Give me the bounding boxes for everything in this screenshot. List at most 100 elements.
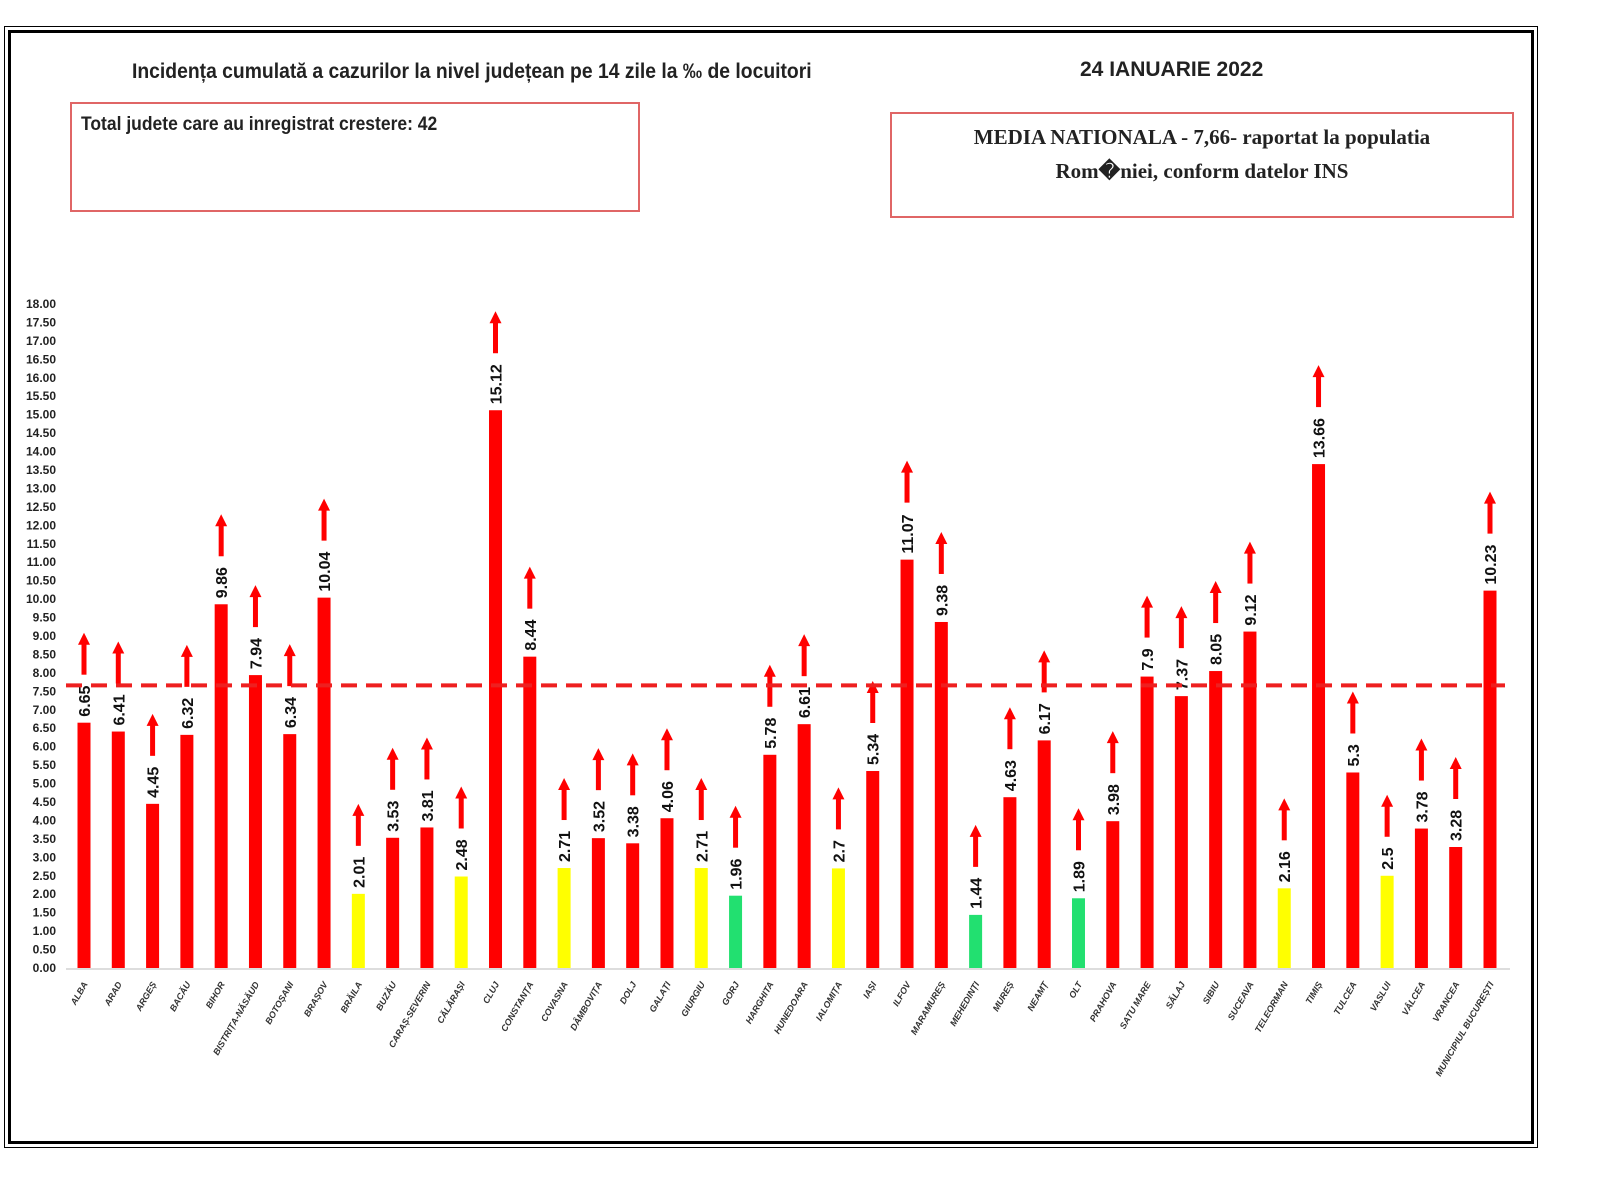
value-label: 5.3 bbox=[1346, 744, 1363, 766]
national-average-box: MEDIA NATIONALA - 7,66- raportat la popu… bbox=[890, 112, 1514, 218]
y-tick-label: 8.00 bbox=[33, 666, 57, 680]
value-label: 7.9 bbox=[1140, 648, 1157, 670]
x-tick-label: ARAD bbox=[102, 980, 124, 1009]
y-tick-label: 9.50 bbox=[33, 611, 57, 625]
bar bbox=[1449, 847, 1463, 968]
x-tick-label: ARGEȘ bbox=[133, 980, 158, 1014]
y-tick-label: 12.00 bbox=[26, 518, 56, 532]
y-tick-label: 15.50 bbox=[26, 389, 56, 403]
trend-up-arrow-icon bbox=[1381, 794, 1394, 807]
bar bbox=[283, 734, 297, 968]
x-tick-label: CĂLĂRAȘI bbox=[434, 979, 467, 1025]
x-tick-label: DÂMBOVIȚA bbox=[567, 980, 604, 1033]
value-label: 9.38 bbox=[934, 585, 951, 616]
value-label: 4.45 bbox=[146, 767, 163, 798]
trend-up-arrow-icon bbox=[215, 514, 228, 527]
trend-up-arrow-icon bbox=[112, 641, 125, 654]
x-tick-label: VRANCEA bbox=[1431, 980, 1462, 1024]
bar bbox=[1277, 888, 1291, 968]
x-tick-label: GALAȚI bbox=[647, 980, 673, 1014]
bar bbox=[729, 895, 743, 968]
bar bbox=[1209, 671, 1223, 968]
value-label: 8.44 bbox=[523, 619, 540, 650]
bar bbox=[1243, 631, 1257, 968]
y-tick-label: 7.50 bbox=[33, 684, 57, 698]
value-label: 2.01 bbox=[351, 857, 368, 888]
x-tick-label: SUCEAVA bbox=[1226, 980, 1256, 1022]
bar bbox=[1346, 772, 1360, 968]
x-tick-label: VASLUI bbox=[1368, 980, 1393, 1013]
bar bbox=[317, 597, 331, 968]
trend-up-arrow-icon bbox=[1449, 757, 1462, 770]
bar bbox=[1071, 898, 1085, 968]
trend-up-arrow-icon bbox=[318, 498, 331, 511]
x-tick-label: ALBA bbox=[68, 980, 90, 1008]
y-tick-label: 16.50 bbox=[26, 352, 56, 366]
x-tick-label: BUZĂU bbox=[373, 979, 399, 1012]
y-tick-label: 17.50 bbox=[26, 315, 56, 329]
value-label: 2.71 bbox=[694, 831, 711, 862]
trend-up-arrow-icon bbox=[729, 805, 742, 818]
value-label: 3.78 bbox=[1414, 791, 1431, 822]
value-label: 6.17 bbox=[1037, 703, 1054, 734]
trend-up-arrow-icon bbox=[695, 778, 708, 791]
x-tick-label: MUNICIPIUL BUCUREȘTI bbox=[1433, 980, 1496, 1078]
bar bbox=[591, 838, 605, 968]
y-tick-label: 14.50 bbox=[26, 426, 56, 440]
y-tick-label: 7.00 bbox=[33, 703, 57, 717]
bar bbox=[763, 754, 777, 968]
value-label: 5.34 bbox=[866, 734, 883, 765]
trend-up-arrow-icon bbox=[1484, 491, 1496, 504]
total-increase-text: Total judete care au inregistrat crester… bbox=[81, 114, 438, 135]
trend-up-arrow-icon bbox=[1106, 731, 1119, 744]
chart-date: 24 IANUARIE 2022 bbox=[1080, 58, 1264, 81]
value-label: 2.48 bbox=[454, 839, 471, 870]
trend-up-arrow-icon bbox=[523, 566, 536, 579]
x-tick-label: HARGHITA bbox=[744, 980, 776, 1026]
x-tick-label: TULCEA bbox=[1332, 980, 1359, 1017]
trend-up-arrow-icon bbox=[1243, 541, 1256, 554]
bar bbox=[214, 604, 228, 968]
y-tick-label: 3.50 bbox=[33, 832, 57, 846]
x-tick-label: MUREȘ bbox=[991, 980, 1016, 1013]
x-tick-label: BRAȘOV bbox=[302, 979, 330, 1018]
bar bbox=[660, 818, 674, 968]
x-tick-label: DOLJ bbox=[618, 979, 639, 1006]
trend-up-arrow-icon bbox=[455, 786, 468, 799]
bar bbox=[797, 724, 811, 968]
value-label: 2.7 bbox=[831, 840, 848, 862]
value-label: 15.12 bbox=[489, 364, 506, 404]
x-tick-label: HUNEDOARA bbox=[772, 980, 810, 1036]
chart-frame bbox=[4, 26, 1538, 1148]
trend-up-arrow-icon bbox=[763, 664, 776, 677]
trend-up-arrow-icon bbox=[1278, 798, 1291, 811]
y-tick-label: 5.50 bbox=[33, 758, 57, 772]
trend-up-arrow-icon bbox=[249, 585, 262, 598]
bar bbox=[111, 731, 125, 968]
y-tick-label: 0.50 bbox=[33, 943, 57, 957]
bar bbox=[180, 734, 194, 968]
trend-up-arrow-icon bbox=[935, 531, 948, 544]
bar bbox=[694, 868, 708, 968]
y-tick-label: 2.00 bbox=[33, 887, 57, 901]
y-tick-label: 10.00 bbox=[26, 592, 56, 606]
trend-up-arrow-icon bbox=[558, 778, 571, 791]
x-tick-label: CONSTANȚA bbox=[499, 980, 536, 1033]
bar bbox=[557, 868, 571, 968]
y-tick-label: 11.50 bbox=[27, 537, 57, 551]
value-label: 3.53 bbox=[386, 801, 403, 832]
y-tick-label: 14.00 bbox=[26, 445, 56, 459]
bar bbox=[1174, 696, 1188, 968]
value-label: 3.98 bbox=[1106, 784, 1123, 815]
value-label: 10.23 bbox=[1483, 544, 1500, 584]
trend-up-arrow-icon bbox=[1072, 808, 1085, 821]
bar bbox=[1106, 821, 1120, 968]
trend-up-arrow-icon bbox=[180, 644, 193, 657]
trend-up-arrow-icon bbox=[592, 748, 605, 761]
x-tick-label: MEHEDINȚI bbox=[948, 980, 982, 1028]
bar bbox=[1037, 740, 1051, 968]
trend-up-arrow-icon bbox=[146, 713, 159, 726]
bar bbox=[351, 893, 365, 968]
y-tick-label: 3.00 bbox=[33, 850, 57, 864]
